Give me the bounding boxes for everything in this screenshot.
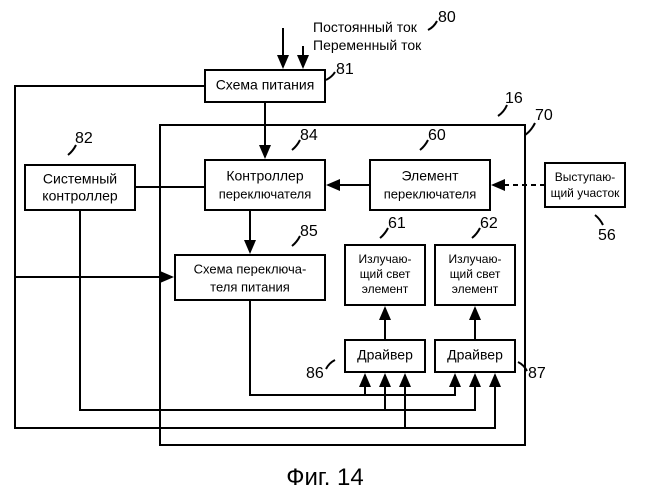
ref-80-label: 80 (438, 9, 456, 26)
ac-label: Переменный ток (313, 37, 422, 53)
dc-label: Постоянный ток (313, 19, 418, 35)
ref-85: 85 (300, 223, 318, 240)
power-switch-l1: Схема переключа- (194, 261, 307, 276)
ref-62: 62 (480, 215, 498, 232)
ref-82: 82 (75, 130, 93, 147)
driver1-l1: Драйвер (357, 347, 413, 363)
light1-l3: элемент (362, 282, 409, 296)
figure-caption: Фиг. 14 (286, 464, 364, 491)
ref-87: 87 (528, 365, 546, 382)
ref-86: 86 (306, 365, 324, 382)
ref-70: 70 (535, 107, 553, 124)
sys-controller-l2: контроллер (42, 188, 118, 204)
edge-ps-to-d2 (405, 375, 495, 428)
switch-elem-l1: Элемент (401, 168, 459, 184)
edge-sys-to-drv (80, 210, 385, 410)
protruding-l1: Выступаю- (555, 170, 615, 184)
light1-l1: Излучаю- (359, 252, 412, 266)
ref-56: 56 (598, 227, 616, 244)
power-switch-l2: теля питания (210, 279, 290, 294)
ref-84: 84 (300, 127, 318, 144)
switch-elem-l2: переключателя (384, 186, 477, 201)
driver2-l1: Драйвер (447, 347, 503, 363)
power-scheme-label: Схема питания (216, 77, 315, 93)
edge-sys-to-drv2 (385, 375, 475, 410)
ref-61: 61 (388, 215, 406, 232)
light1-l2: щий свет (360, 267, 411, 281)
edge-pss-to-d2b (365, 375, 455, 395)
sys-controller-l1: Системный (43, 171, 117, 187)
ref-60: 60 (428, 127, 446, 144)
ref-16: 16 (505, 90, 523, 107)
light2-l1: Излучаю- (449, 252, 502, 266)
light2-l3: элемент (452, 282, 499, 296)
switch-ctrl-l2: переключателя (219, 186, 312, 201)
light2-l2: щий свет (450, 267, 501, 281)
switch-ctrl-l1: Контроллер (226, 168, 303, 184)
ref-81: 81 (336, 61, 354, 78)
protruding-l2: щий участок (551, 186, 621, 200)
